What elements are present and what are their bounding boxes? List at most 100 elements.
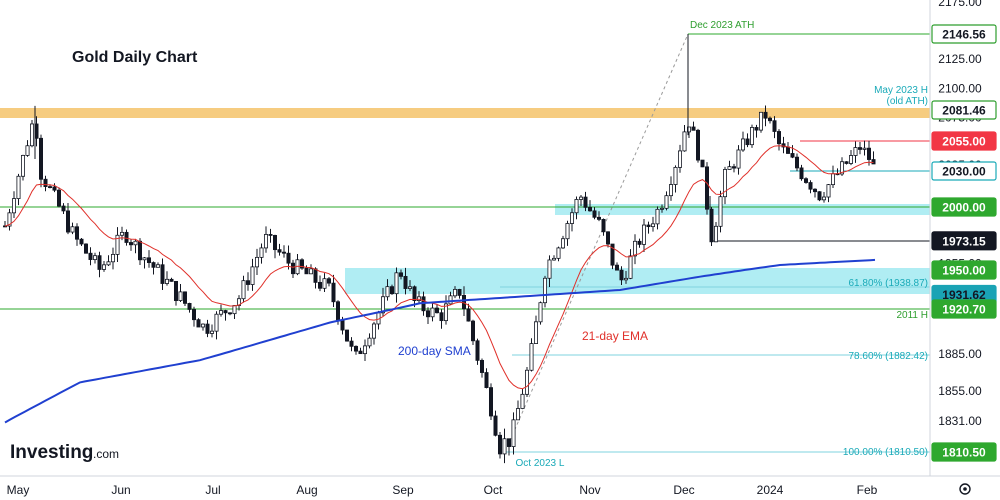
candle-body xyxy=(826,184,831,198)
candle-body xyxy=(763,111,768,119)
candle-body xyxy=(205,323,210,334)
candle xyxy=(790,145,795,159)
price-badge-label: 2055.00 xyxy=(942,135,986,149)
candle-body xyxy=(772,120,777,132)
candle xyxy=(853,141,858,163)
price-badge-box xyxy=(931,260,997,280)
candle-body xyxy=(349,340,354,347)
candle-body xyxy=(178,291,183,301)
candle-body xyxy=(849,155,854,164)
candle xyxy=(520,388,525,410)
candle-body xyxy=(461,295,466,310)
candle-body xyxy=(200,323,205,328)
candle xyxy=(862,140,867,156)
candle-body xyxy=(286,252,291,264)
candle xyxy=(358,347,363,355)
candle xyxy=(66,202,71,235)
candle-body xyxy=(223,310,228,314)
candle-body xyxy=(484,372,489,389)
candle xyxy=(416,291,421,304)
candle xyxy=(497,432,502,459)
candle-body xyxy=(768,117,773,122)
annotation-dec-ath: Dec 2023 ATH xyxy=(690,20,754,31)
candle-body xyxy=(813,188,818,193)
price-badge-box xyxy=(931,100,997,120)
candle xyxy=(263,226,268,253)
candle-body xyxy=(790,153,795,158)
candle xyxy=(182,291,187,306)
candle-body xyxy=(29,123,34,147)
candle-body xyxy=(651,223,656,228)
candle xyxy=(732,163,737,173)
candle-body xyxy=(7,212,12,227)
candle xyxy=(813,188,818,198)
candle-body xyxy=(84,243,89,254)
candle xyxy=(506,438,511,456)
candle-body xyxy=(561,238,566,249)
candle-body xyxy=(277,249,282,253)
may-2023-high-band xyxy=(0,108,930,118)
candle-body xyxy=(124,231,129,243)
candle xyxy=(178,284,183,302)
candle xyxy=(102,260,107,272)
candle xyxy=(511,412,516,455)
candle xyxy=(128,239,133,251)
x-tick-label: Aug xyxy=(296,483,317,497)
candle-body xyxy=(52,186,57,191)
candle-body xyxy=(268,234,273,236)
candle-body xyxy=(795,156,800,169)
candle-body xyxy=(488,387,493,417)
candle-body xyxy=(718,196,723,227)
candle-body xyxy=(840,161,845,175)
candle xyxy=(286,245,291,270)
candle-body xyxy=(615,264,620,271)
candle xyxy=(664,191,669,211)
candle-body xyxy=(362,345,367,355)
x-tick-label: Oct xyxy=(484,483,503,497)
candle xyxy=(745,133,750,148)
candle xyxy=(111,247,116,270)
candle xyxy=(561,235,566,249)
candle xyxy=(133,238,138,254)
candle-body xyxy=(606,231,611,245)
candle xyxy=(646,221,651,234)
candle-body xyxy=(511,419,516,447)
candle xyxy=(236,295,241,311)
candle xyxy=(624,271,629,284)
candle xyxy=(308,264,313,275)
candle-body xyxy=(781,143,786,148)
candle xyxy=(7,208,12,231)
candle-body xyxy=(727,166,732,170)
candle xyxy=(88,247,93,266)
candle-body xyxy=(250,266,255,285)
zone-1950 xyxy=(345,268,930,294)
candle-body xyxy=(552,257,557,261)
candle-body xyxy=(43,178,48,187)
candle-body xyxy=(633,240,638,257)
candle xyxy=(588,200,593,212)
candle xyxy=(281,245,286,258)
candle-body xyxy=(218,310,223,315)
candle xyxy=(831,165,836,189)
price-badge-label: 2081.46 xyxy=(942,104,986,118)
candle-body xyxy=(106,261,111,266)
candle xyxy=(781,136,786,154)
price-badge-box xyxy=(931,131,997,151)
y-tick-label: 1831.00 xyxy=(938,414,982,428)
candle-body xyxy=(862,147,867,150)
gear-icon[interactable] xyxy=(959,483,971,495)
candle xyxy=(786,141,791,154)
candle xyxy=(439,309,444,329)
candle-body xyxy=(430,307,435,318)
candle-body xyxy=(709,208,714,243)
candle-body xyxy=(543,277,548,304)
candle xyxy=(232,305,237,319)
candle-body xyxy=(79,238,84,245)
candle xyxy=(637,238,642,248)
candle-body xyxy=(93,255,98,260)
candle xyxy=(124,229,129,246)
candle-body xyxy=(817,191,822,201)
price-badge: 2146.56 xyxy=(931,24,997,44)
candle xyxy=(534,315,539,344)
